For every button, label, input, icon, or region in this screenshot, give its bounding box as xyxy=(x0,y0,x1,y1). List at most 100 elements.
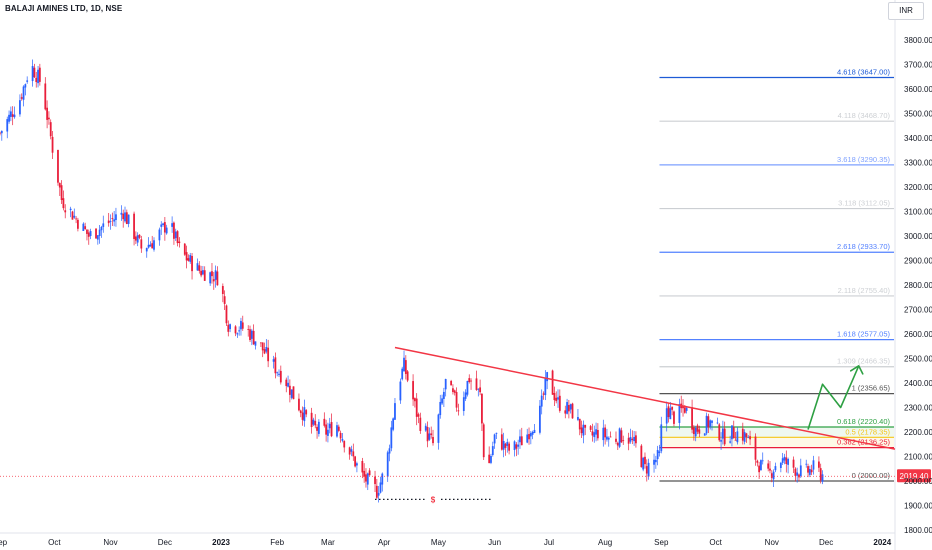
candle-body xyxy=(404,360,407,374)
candle-body xyxy=(301,412,304,420)
candle-body xyxy=(127,214,130,224)
candle-body xyxy=(807,466,809,473)
candle-body xyxy=(163,222,166,233)
candle-body xyxy=(452,388,454,392)
candle-body xyxy=(312,419,315,425)
candle-body xyxy=(189,255,192,262)
candle-body xyxy=(513,441,516,451)
price-tick-label: 3400.00 xyxy=(904,134,932,143)
fib-level-label: 1.618 (2577.05) xyxy=(837,330,890,339)
candle-body xyxy=(0,130,3,134)
candle-body xyxy=(203,270,206,281)
candle-body xyxy=(615,438,617,442)
candle-body xyxy=(323,418,326,426)
candle-body xyxy=(8,114,10,122)
candle-body xyxy=(341,438,344,441)
candle-body xyxy=(417,414,420,417)
candle-body xyxy=(426,427,429,442)
time-tick-label: 2023 xyxy=(212,538,230,547)
time-tick-label: May xyxy=(431,538,446,547)
candle-body xyxy=(317,421,320,434)
candle-body xyxy=(187,258,190,261)
candle-body xyxy=(749,436,751,440)
candle-body xyxy=(419,417,422,431)
candle-body xyxy=(87,232,90,237)
candle-body xyxy=(350,449,353,452)
candle-body xyxy=(711,420,713,423)
candle-body xyxy=(683,407,686,413)
candle-body xyxy=(227,324,230,332)
candle-body xyxy=(622,440,625,442)
candle-body xyxy=(741,428,744,441)
candle-body xyxy=(756,460,759,463)
candle-body xyxy=(267,347,270,362)
candle-body xyxy=(249,329,251,341)
candle-body xyxy=(49,122,52,137)
candle-body xyxy=(571,403,574,419)
candle-body xyxy=(589,426,592,430)
candle-body xyxy=(31,66,34,82)
candle-body xyxy=(635,435,637,444)
support-marker-label: $ xyxy=(431,495,436,504)
candle-body xyxy=(19,100,21,115)
candle-body xyxy=(229,324,231,330)
candle-body xyxy=(82,223,85,232)
candle-body xyxy=(109,221,112,222)
candle-body xyxy=(51,136,54,153)
candle-body xyxy=(287,382,289,387)
candle-body xyxy=(120,212,123,215)
candle-body xyxy=(339,432,342,439)
candle-body xyxy=(276,372,279,374)
currency-button[interactable]: INR xyxy=(888,2,924,20)
price-tick-label: 3200.00 xyxy=(904,183,932,192)
candle-body xyxy=(200,270,203,276)
candle-body xyxy=(520,436,523,446)
candle-body xyxy=(558,395,561,411)
candle-body xyxy=(375,485,378,498)
time-tick-label: Apr xyxy=(378,538,391,547)
time-tick-label: Dec xyxy=(819,538,833,547)
candle-body xyxy=(379,482,382,493)
candle-body xyxy=(760,460,762,471)
candle-body xyxy=(812,460,815,470)
price-tick-label: 2900.00 xyxy=(904,257,932,266)
candle-body xyxy=(653,459,655,465)
time-tick-label: Jul xyxy=(544,538,554,547)
price-tick-label: 2600.00 xyxy=(904,330,932,339)
price-tick-label: 1900.00 xyxy=(904,502,932,511)
candle-body xyxy=(569,404,572,410)
candle-body xyxy=(13,114,16,118)
candle-body xyxy=(437,414,440,443)
candle-body xyxy=(442,391,445,399)
candle-body xyxy=(495,432,498,434)
candle-body xyxy=(86,229,88,234)
candle-body xyxy=(223,296,226,304)
candle-body xyxy=(290,389,293,398)
candle-body xyxy=(191,255,193,272)
candle-body xyxy=(577,417,579,420)
candle-body xyxy=(542,393,545,395)
candle-body xyxy=(354,456,357,467)
candle-body xyxy=(75,218,77,220)
candle-body xyxy=(278,373,280,375)
candle-body xyxy=(455,392,458,408)
candle-body xyxy=(69,208,72,211)
price-tick-label: 3500.00 xyxy=(904,110,932,119)
time-tick-label: Oct xyxy=(709,538,722,547)
last-price-tag xyxy=(897,469,931,483)
candle-body xyxy=(196,263,199,271)
candle-body xyxy=(491,446,494,456)
candle-body xyxy=(457,410,460,412)
candle-body xyxy=(240,320,242,330)
candle-body xyxy=(46,107,49,120)
candle-body xyxy=(35,77,38,83)
candle-body xyxy=(288,385,291,395)
fib-level-label: 2.618 (2933.70) xyxy=(837,242,890,251)
candle-body xyxy=(808,469,811,475)
candle-body xyxy=(477,388,480,390)
candle-body xyxy=(729,441,732,443)
candle-body xyxy=(582,424,585,436)
fib-level-label: 4.618 (3647.00) xyxy=(837,67,890,76)
candle-body xyxy=(633,436,636,442)
